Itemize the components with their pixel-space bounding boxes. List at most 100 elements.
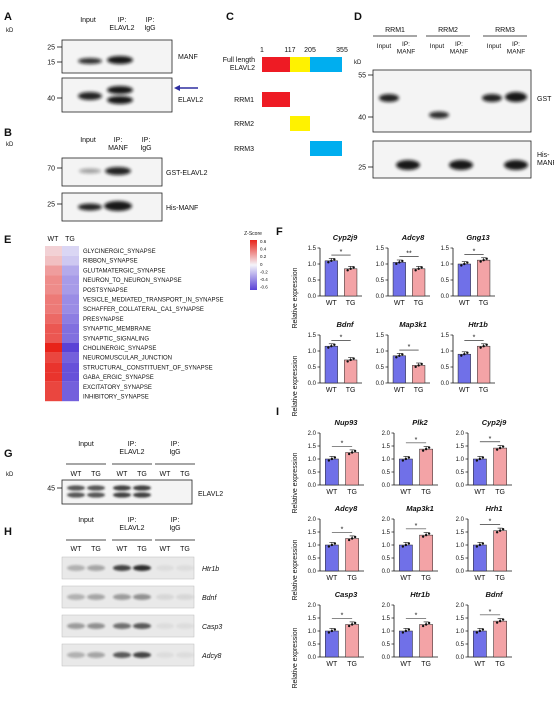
chart-i-8-ytick-label-1: 0.5 <box>456 642 465 648</box>
chart-f-5-point-1-0 <box>479 346 482 349</box>
chart-f-1-point-0-1 <box>398 261 401 264</box>
chart-i-4-ytick-label-1: 0.5 <box>382 556 391 562</box>
chart-f-2-point-0-0 <box>460 264 463 267</box>
chart-i-2-bar-wt <box>473 458 487 486</box>
heatmap-cell-tg-14 <box>62 381 79 392</box>
heatmap-cell-tg-1 <box>62 255 79 266</box>
chart-i-7-point-1-0 <box>421 624 425 628</box>
chart-f-2-title: Gng13 <box>466 233 490 242</box>
chart-f-1-ytick-label-0: 0.0 <box>376 294 385 300</box>
chart-i-7-xlabel-0: WT <box>400 661 412 668</box>
heatmap-term-8: SYNAPTIC_MEMBRANE <box>83 327 151 333</box>
chart-i-6-point-0-0 <box>327 631 331 634</box>
heatmap-cell-wt-10 <box>45 343 62 353</box>
chart-i-8-bar-wt <box>473 630 487 658</box>
chart-i-0-ytick-label-3: 1.5 <box>308 444 317 450</box>
group-label-h-1: IP: ELAVL2 <box>119 517 144 532</box>
chart-i-1-sig: * <box>415 437 418 444</box>
chart-f-3-point-0-2 <box>333 343 336 346</box>
gel-band-h-3-1 <box>87 652 105 658</box>
lane-label-a-1: IP: ELAVL2 <box>109 17 134 32</box>
chart-i-4-point-0-2 <box>407 542 411 545</box>
chart-i-6-ytick-label-3: 1.5 <box>308 616 317 622</box>
chart-i-1-xlabel-0: WT <box>400 489 412 496</box>
gel-band-h-2-4 <box>156 623 174 629</box>
gel-band-h-2-2 <box>113 623 131 629</box>
chart-i-3-point-0-1 <box>330 543 334 547</box>
gel-band-h-3-0 <box>67 652 85 658</box>
chart-i-0-point-1-0 <box>347 452 351 456</box>
panel-label-h: H <box>4 526 12 538</box>
gene-label-h-3: Adcy8 <box>201 653 222 660</box>
lane-label-b-2: IP: IgG <box>140 137 151 152</box>
heatmap-cell-tg-4 <box>62 284 79 295</box>
marker-b-25: 25 <box>47 202 55 209</box>
chart-i-7-title: Htr1b <box>410 590 430 599</box>
chart-f-4-xlabel-0: WT <box>394 387 406 394</box>
panel-label-i: I <box>276 406 279 418</box>
lane-label-b-0: Input <box>80 137 96 144</box>
chart-i-5-point-1-0 <box>495 531 499 534</box>
chart-i-0-xlabel-0: WT <box>326 489 338 496</box>
chart-i-2-title: Cyp2j9 <box>482 418 507 427</box>
chart-i-7-ytick-label-3: 1.5 <box>382 616 391 622</box>
chart-f-1-point-1-2 <box>420 266 423 269</box>
group-label-d-0: RRM1 <box>385 27 405 34</box>
chart-i-6-ytick-label-4: 2.0 <box>308 603 317 609</box>
chart-f-1-point-0-2 <box>401 259 404 263</box>
chart-i-6-point-0-2 <box>333 628 337 631</box>
target-d-his: His-MANF <box>537 152 554 167</box>
chart-i-0-point-1-1 <box>350 451 354 454</box>
zscore-tick-0: 0.6 <box>260 239 267 244</box>
band-a-ip-manf <box>107 56 133 64</box>
chart-i-2-point-0-2 <box>481 456 485 459</box>
chart-i-1-ytick-label-3: 1.5 <box>382 444 391 450</box>
band-d-rrm3-ip <box>505 92 527 102</box>
chart-f-4-xlabel-1: TG <box>414 387 424 394</box>
chart-f-1-xlabel-1: TG <box>414 300 424 307</box>
chart-i-0-ytick-label-2: 1.0 <box>308 457 317 463</box>
chart-i-8-point-0-0 <box>475 631 479 634</box>
chart-i-3-ytick-label-0: 0.0 <box>308 569 317 575</box>
gel-band-h-1-1 <box>87 594 105 600</box>
gel-band-h-3-5 <box>176 652 194 658</box>
chart-f-3-ytick-label-2: 1.0 <box>308 349 317 355</box>
chart-i-4-sig: * <box>415 523 418 530</box>
chart-i-5-title: Hrh1 <box>485 504 502 513</box>
chart-i-0-point-0-1 <box>330 457 334 461</box>
group-label-g-0: Input <box>78 441 94 448</box>
chart-i-8-title: Bdnf <box>485 590 504 599</box>
gel-band-h-0-4 <box>156 565 174 571</box>
chart-i-5-ytick-label-1: 0.5 <box>456 556 465 562</box>
gel-band-h-0-3 <box>133 565 151 571</box>
chart-f-0-xlabel-1: TG <box>346 300 356 307</box>
heatmap-term-6: SCHAFFER_COLLATERAL_CA1_SYNAPSE <box>83 307 204 313</box>
chart-i-5-sig: * <box>489 518 492 525</box>
chart-i-6-xlabel-0: WT <box>326 661 338 668</box>
ylabel-i-1: Relative expression <box>292 539 299 600</box>
gel-band-h-2-0 <box>67 623 85 629</box>
chart-i-1-point-0-2 <box>407 456 411 459</box>
chart-f-0-point-1-2 <box>352 266 355 269</box>
chart-i-5: Hrh1 0.0 0.5 1.0 1.5 2.0 WT TG * <box>456 504 512 582</box>
chart-f-4-bar-wt <box>392 355 406 384</box>
chart-i-7-ytick-label-4: 2.0 <box>382 603 391 609</box>
chart-f-3-xlabel-1: TG <box>346 387 356 394</box>
chart-i-6-bar-tg <box>345 624 359 658</box>
chart-f-1-bar-tg <box>412 268 426 297</box>
chart-f-3-ytick-label-1: 0.5 <box>308 365 317 371</box>
lane-label-d-1-input: Input <box>430 43 445 50</box>
band-g-lower-3 <box>133 492 151 498</box>
chart-i-0-point-0-0 <box>327 459 331 462</box>
chart-f-0-title: Cyp2j9 <box>333 233 358 242</box>
kd-label-b: kD <box>6 142 14 148</box>
heatmap-cell-wt-7 <box>45 313 62 324</box>
chart-f-3-title: Bdnf <box>336 320 355 329</box>
chart-f-3-point-1-0 <box>346 360 349 363</box>
heatmap-term-7: PRESYNAPSE <box>83 317 124 323</box>
chart-i-3: Adcy8 0.0 0.5 1.0 1.5 2.0 WT TG * <box>308 504 364 582</box>
chart-i-2-point-0-1 <box>478 457 482 461</box>
chart-f-4-title: Map3k1 <box>399 320 427 329</box>
domain-full-rrm3 <box>310 57 342 72</box>
chart-i-8-xlabel-1: TG <box>495 661 505 668</box>
